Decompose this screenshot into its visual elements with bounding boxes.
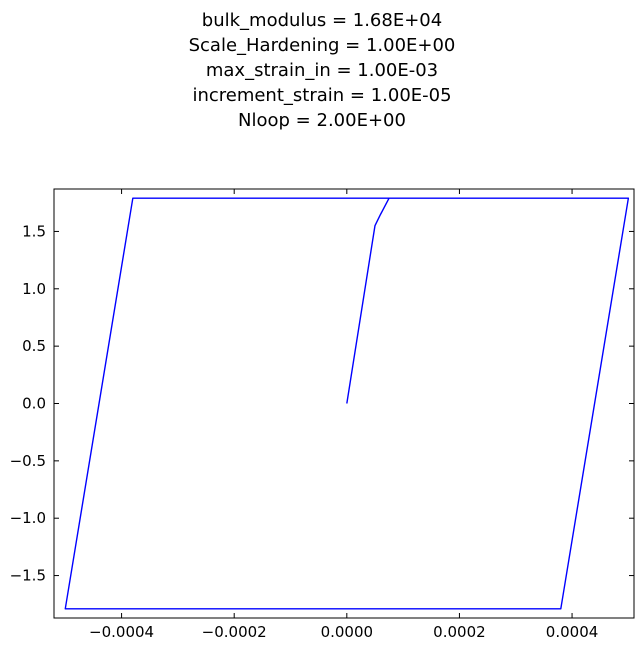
title-line: Scale_Hardening = 1.00E+00 — [188, 35, 456, 56]
title-line: increment_strain = 1.00E-05 — [192, 85, 452, 106]
y-tick-label: 1.5 — [22, 222, 46, 240]
y-tick-label: −0.5 — [10, 452, 46, 470]
x-tick-label: −0.0002 — [202, 623, 267, 641]
x-tick-label: −0.0004 — [89, 623, 154, 641]
x-tick-label: 0.0004 — [546, 623, 599, 641]
y-tick-label: 0.5 — [22, 337, 46, 355]
x-tick-label: 0.0000 — [321, 623, 374, 641]
y-tick-label: 1.0 — [22, 280, 46, 298]
x-tick-label: 0.0002 — [433, 623, 486, 641]
series-layer — [64, 197, 630, 610]
axes-frame — [53, 188, 635, 619]
series-line-0 — [64, 197, 630, 610]
y-tick-label: −1.0 — [10, 509, 46, 527]
title-line: Nloop = 2.00E+00 — [238, 110, 406, 131]
y-tick-label: 0.0 — [22, 395, 46, 413]
y-tick-label: −1.5 — [10, 567, 46, 585]
ticks-layer: −0.0004 −0.0002 0.0000 0.0002 0.0004 1.5 1.0 0.… — [10, 189, 634, 641]
chart-title: bulk_modulus = 1.68E+04 Scale_Hardening … — [0, 8, 644, 133]
title-line: max_strain_in = 1.00E-03 — [205, 60, 439, 81]
title-line: bulk_modulus = 1.68E+04 — [201, 10, 443, 31]
